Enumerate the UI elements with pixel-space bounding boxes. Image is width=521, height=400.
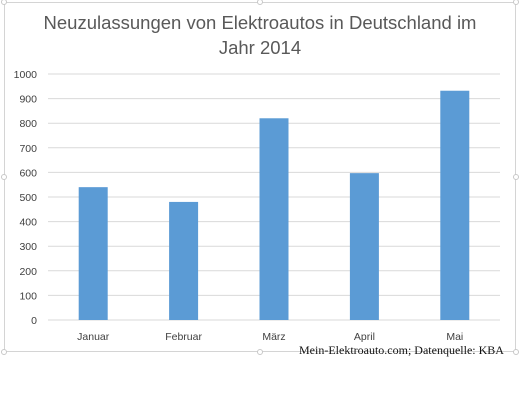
x-tick-label: Februar (165, 331, 202, 343)
y-tick-label: 1000 (14, 69, 38, 81)
resize-handle-bottom-left[interactable] (1, 349, 7, 355)
resize-handle-top-left[interactable] (1, 0, 7, 5)
resize-handle-bottom[interactable] (257, 349, 263, 355)
resize-handle-right[interactable] (513, 174, 519, 180)
resize-handle-top[interactable] (257, 0, 263, 5)
y-tick-label: 300 (19, 241, 37, 253)
x-axis-ticks: Januar Februar März April Mai (77, 331, 463, 343)
x-tick-label: Januar (77, 331, 110, 343)
y-tick-label: 900 (19, 94, 37, 106)
y-tick-label: 0 (31, 315, 37, 327)
bar-5[interactable] (440, 90, 470, 320)
y-tick-label: 400 (19, 217, 37, 229)
y-tick-label: 800 (19, 118, 37, 130)
bars (78, 90, 470, 320)
x-tick-label: März (262, 331, 285, 343)
y-tick-label: 700 (19, 143, 37, 155)
chart-title: Neuzulassungen von Elektroautos in Deuts… (43, 12, 477, 58)
bar-2[interactable] (169, 201, 199, 320)
y-tick-label: 100 (19, 290, 37, 302)
source-footnote: Mein-Elektroauto.com; Datenquelle: KBA (299, 343, 504, 357)
bar-1[interactable] (78, 187, 108, 320)
y-tick-label: 600 (19, 167, 37, 179)
y-tick-label: 500 (19, 192, 37, 204)
x-tick-label: Mai (446, 331, 463, 343)
y-tick-label: 200 (19, 266, 37, 278)
resize-handle-top-right[interactable] (513, 0, 519, 5)
y-axis-ticks: 0 100 200 300 400 500 600 700 800 900 1000 (14, 69, 38, 327)
bar-4[interactable] (349, 173, 379, 320)
x-tick-label: April (354, 331, 375, 343)
bar-3[interactable] (259, 118, 289, 320)
resize-handle-left[interactable] (1, 174, 7, 180)
resize-handle-bottom-right[interactable] (513, 349, 519, 355)
